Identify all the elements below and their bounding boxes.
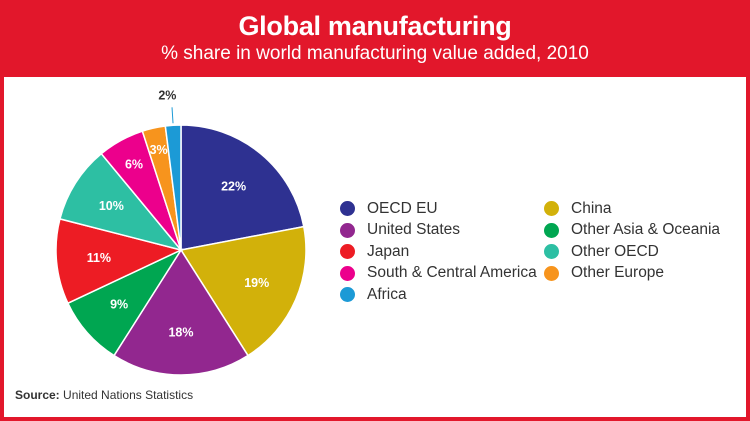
pie-slice-other-oecd: [59, 152, 184, 252]
legend-label-oecd-eu: OECD EU: [367, 199, 438, 217]
pie-slice-china: [179, 225, 307, 357]
legend-label-other-europe: Other Europe: [571, 264, 665, 282]
pie-label-other-europe: 3%: [150, 143, 168, 157]
legend-item-africa: Africa: [340, 284, 537, 306]
source-note: Source: United Nations Statistics: [15, 388, 193, 402]
legend-column-right: China Other Asia & Oceania Other OECD Other…: [544, 198, 720, 284]
legend-swatch-oecd-eu: [340, 201, 355, 217]
legend-swatch-south-and-central-america: [340, 265, 355, 281]
legend-label-united-states: United States: [367, 221, 461, 239]
legend-item-south-and-central-america: South & Central America: [340, 263, 537, 285]
chart-title: Global manufacturing: [238, 11, 512, 41]
source-text: United Nations Statistics: [63, 388, 194, 402]
pie-label-south-and-central-america: 6%: [125, 158, 143, 172]
legend-swatch-japan: [340, 244, 355, 260]
legend-label-china: China: [571, 199, 612, 217]
pie-label-africa: 2%: [158, 88, 176, 102]
pie-label-other-oecd: 10%: [99, 199, 124, 213]
pie-label-china: 19%: [244, 276, 269, 290]
chart-subtitle: % share in world manufacturing value add…: [161, 43, 589, 64]
legend-swatch-other-oecd: [544, 244, 559, 260]
pie-slice-japan: [55, 217, 184, 305]
legend-item-other-oecd: Other OECD: [544, 241, 720, 263]
legend-label-south-and-central-america: South & Central America: [367, 264, 537, 282]
legend-item-japan: Japan: [340, 241, 537, 263]
legend-swatch-china: [544, 201, 559, 217]
pie-label-other-asia-and-oceania: 9%: [110, 298, 128, 312]
legend-label-other-asia-and-oceania: Other Asia & Oceania: [571, 221, 721, 239]
legend-swatch-other-asia-and-oceania: [544, 222, 559, 238]
source-label: Source:: [15, 388, 60, 402]
legend-item-oecd-eu: OECD EU: [340, 198, 537, 220]
legend-label-japan: Japan: [367, 242, 410, 260]
pie-leader-africa: [171, 107, 174, 124]
legend-label-africa: Africa: [367, 285, 407, 303]
pie-chart: 22% 19% 18% 9% 11% 10% 6% 3% 2%: [55, 88, 307, 376]
chart-panel: 22% 19% 18% 9% 11% 10% 6% 3% 2% OECD EU United St…: [4, 77, 746, 417]
pie-slice-oecd-eu: [180, 124, 305, 251]
legend-swatch-africa: [340, 287, 355, 303]
legend-item-other-asia-and-oceania: Other Asia & Oceania: [544, 220, 720, 242]
legend-item-other-europe: Other Europe: [544, 263, 720, 285]
pie-slice-africa: [164, 124, 182, 251]
legend-item-united-states: United States: [340, 220, 537, 242]
legend-swatch-other-europe: [544, 265, 559, 281]
pie-slice-united-states: [112, 248, 250, 376]
legend-column-left: OECD EU United States Japan South & Central…: [340, 198, 537, 306]
pie-label-united-states: 18%: [168, 326, 193, 340]
pie-label-oecd-eu: 22%: [221, 179, 246, 193]
legend-swatch-united-states: [340, 222, 355, 238]
chart-header: Global manufacturing % share in world ma…: [4, 0, 746, 77]
legend-label-other-oecd: Other OECD: [571, 242, 659, 260]
legend-item-china: China: [544, 198, 720, 220]
pie-label-japan: 11%: [87, 251, 111, 265]
